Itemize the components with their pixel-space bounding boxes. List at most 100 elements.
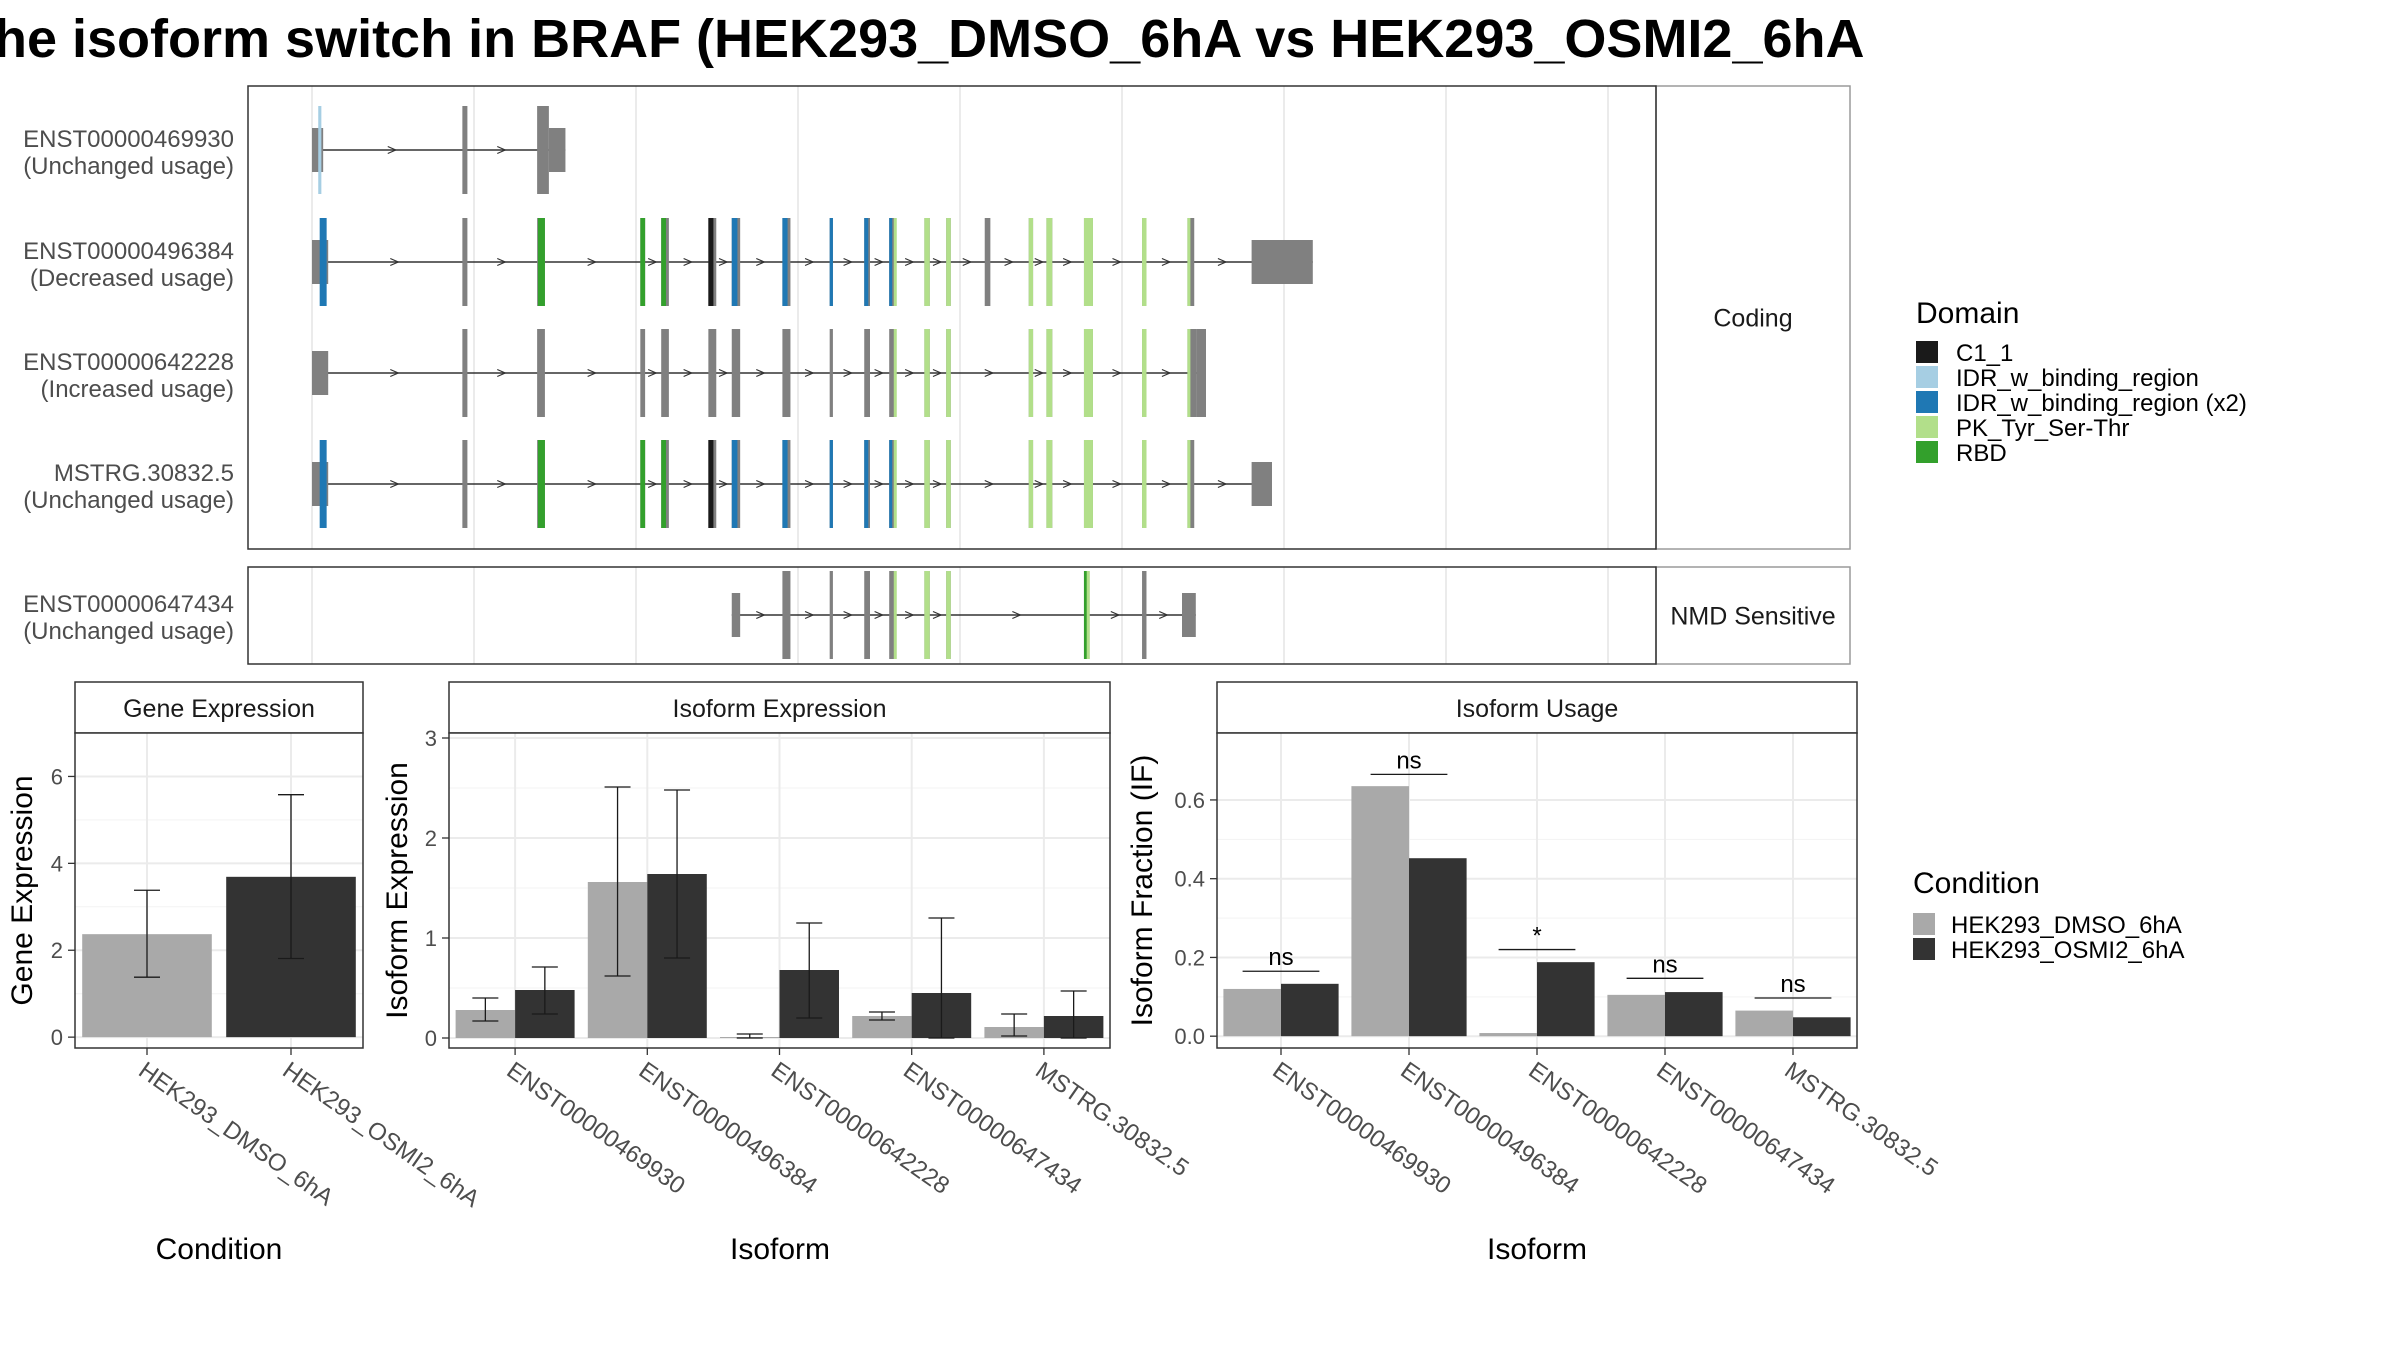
- domain-segment: [946, 218, 951, 306]
- bar: [1281, 983, 1339, 1037]
- exon: [1251, 462, 1272, 506]
- domain-segment: [1046, 440, 1053, 528]
- intron-arrow: [843, 479, 854, 489]
- intron-arrow: [1112, 368, 1122, 378]
- condition-legend-key: [1913, 938, 1935, 960]
- exon: [889, 571, 896, 659]
- y-tick-label: 0: [425, 1026, 437, 1051]
- intron-arrow: [1062, 479, 1073, 489]
- intron-arrow: [1112, 257, 1122, 267]
- condition-legend-key: [1913, 913, 1935, 935]
- domain-legend-label: PK_Tyr_Ser-Thr: [1956, 415, 2129, 442]
- intron-arrow: [843, 368, 854, 378]
- domain-legend-label: C1_1: [1956, 340, 2013, 367]
- intron-arrow: [804, 610, 815, 620]
- transcript-name: ENST00000647434: [23, 591, 234, 618]
- domain-segment: [829, 440, 833, 528]
- bar: [1793, 1017, 1851, 1037]
- exon: [1187, 440, 1195, 528]
- domain-segment: [319, 440, 327, 528]
- exon: [1196, 329, 1206, 417]
- domain-segment: [1083, 329, 1093, 417]
- bar: [1409, 858, 1467, 1037]
- bar-panel: Gene Expression0246HEK293_DMSO_6hAHEK293…: [6, 681, 484, 1266]
- exon: [1187, 218, 1195, 306]
- domain-segment: [946, 571, 951, 659]
- facet-label: Coding: [1713, 305, 1792, 333]
- transcript-row: [312, 329, 1206, 417]
- transcript-row: [312, 106, 566, 194]
- intron-arrow: [1034, 479, 1045, 489]
- bar: [1479, 1033, 1537, 1037]
- intron-arrow: [874, 479, 885, 489]
- intron-arrow: [497, 257, 507, 267]
- intron-arrow: [904, 368, 915, 378]
- domain-legend-key: [1916, 366, 1938, 388]
- condition-legend-label: HEK293_OSMI2_6hA: [1951, 937, 2184, 964]
- bar: [852, 1016, 912, 1038]
- intron-arrow: [647, 257, 658, 267]
- intron-arrow: [1110, 610, 1121, 620]
- facet-label: NMD Sensitive: [1670, 603, 1835, 631]
- intron-arrow: [587, 479, 598, 489]
- intron-arrow: [904, 479, 915, 489]
- intron-arrow: [1161, 479, 1172, 489]
- intron-arrow: [587, 368, 598, 378]
- intron-arrow: [1217, 479, 1228, 489]
- y-tick-label: 4: [51, 851, 63, 876]
- domain-segment: [1142, 440, 1147, 528]
- intron-arrow: [718, 479, 729, 489]
- exon: [1142, 571, 1147, 659]
- domain-legend-key: [1916, 441, 1938, 463]
- intron-arrow: [1034, 368, 1045, 378]
- exon: [548, 128, 566, 172]
- transcript-name: ENST00000642228: [23, 349, 234, 376]
- domain-segment: [1028, 440, 1034, 528]
- significance-label: *: [1532, 923, 1541, 950]
- y-tick-label: 2: [51, 938, 63, 963]
- facet-strip: [1655, 85, 1851, 550]
- panel-title: Isoform Expression: [673, 695, 887, 723]
- transcript-usage: (Increased usage): [41, 376, 234, 403]
- transcript-name: ENST00000496384: [23, 238, 234, 265]
- bar: [1223, 988, 1281, 1037]
- intron-arrow: [390, 368, 400, 378]
- domain-segment: [893, 571, 897, 659]
- significance-label: ns: [1652, 951, 1677, 978]
- transcript-usage: (Unchanged usage): [23, 487, 234, 514]
- exon: [731, 593, 741, 637]
- y-tick-label: 0.6: [1174, 788, 1205, 813]
- intron-arrow: [874, 610, 885, 620]
- intron-arrow: [932, 610, 943, 620]
- exon: [864, 329, 870, 417]
- domain-segment: [924, 329, 930, 417]
- y-tick-label: 0.4: [1174, 867, 1205, 892]
- panel-title-strip: [448, 681, 1111, 734]
- intron-arrow: [843, 257, 854, 267]
- exon: [312, 128, 324, 172]
- exon: [889, 218, 896, 306]
- domain-segment: [1028, 218, 1034, 306]
- intron-arrow: [1004, 257, 1015, 267]
- bar-panel: Isoform Usagensns*nsns0.00.20.40.6ENST00…: [1126, 681, 1943, 1266]
- domain-legend-key: [1916, 391, 1938, 413]
- intron-arrow: [718, 257, 729, 267]
- condition-legend-title: Condition: [1913, 867, 2040, 900]
- domain-segment: [537, 440, 545, 528]
- intron-arrow: [756, 368, 766, 378]
- exon: [829, 571, 833, 659]
- domain-segment: [889, 440, 893, 528]
- domain-segment: [864, 218, 869, 306]
- domain-segment: [924, 571, 930, 659]
- intron-arrow: [932, 479, 943, 489]
- exon: [661, 329, 669, 417]
- panel-title-strip: [1216, 681, 1858, 734]
- intron-arrow: [1062, 368, 1073, 378]
- intron-arrow: [1012, 610, 1022, 620]
- domain-segment: [893, 329, 897, 417]
- domain-segment: [1142, 218, 1147, 306]
- transcript-row: [731, 571, 1196, 659]
